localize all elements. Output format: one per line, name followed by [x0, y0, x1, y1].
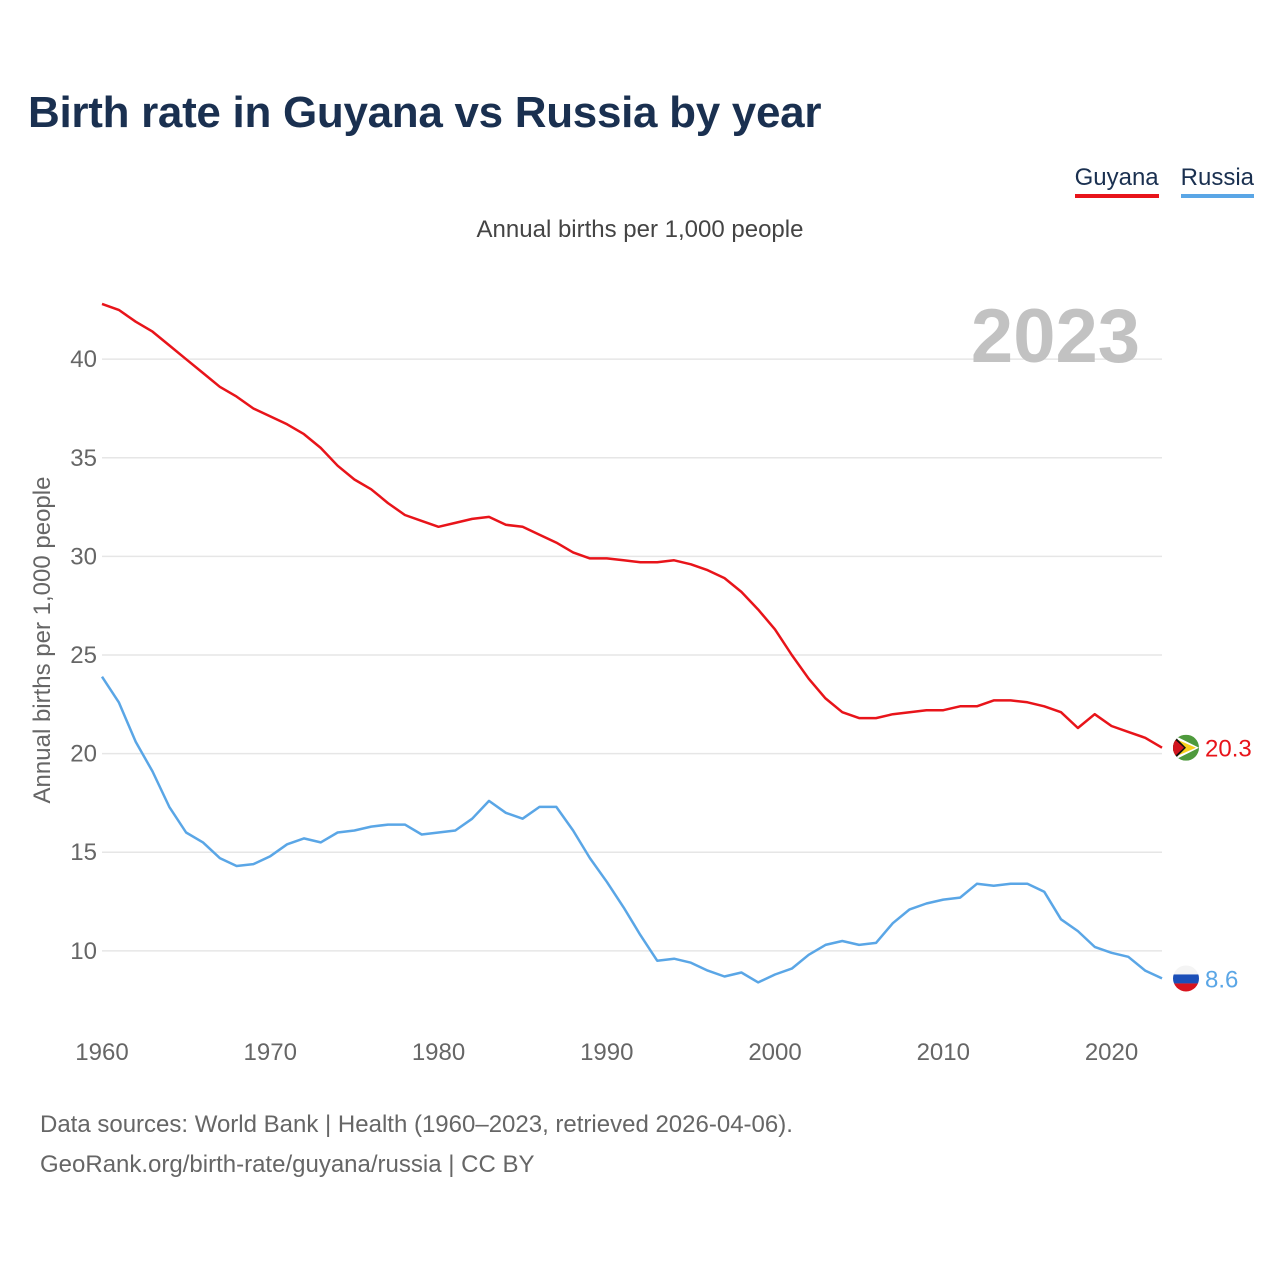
footer-link[interactable]: GeoRank.org/birth-rate/guyana/russia | C… — [40, 1151, 535, 1178]
series-line-russia — [100, 676, 1163, 984]
footer-sources: Data sources: World Bank | Health (1960–… — [40, 1111, 793, 1138]
series-line-guyana — [101, 302, 1163, 749]
legend-item-guyana[interactable]: Guyana — [1074, 164, 1159, 198]
year-watermark: 2023 — [971, 294, 1140, 379]
y-tick-label-30: 30 — [70, 543, 97, 570]
x-axis-ticks: 1960 1970 1980 1990 2000 2010 2020 — [75, 1039, 1138, 1066]
y-tick-label-35: 35 — [70, 445, 97, 472]
y-tick-label-20: 20 — [70, 741, 97, 768]
guyana-end-label: 20.3 — [1205, 736, 1252, 763]
guyana-flag-icon — [1173, 734, 1199, 761]
legend: Guyana Russia — [1074, 164, 1254, 198]
legend-item-russia[interactable]: Russia — [1180, 164, 1254, 198]
x-tick-label-1980: 1980 — [412, 1039, 465, 1066]
chart-subtitle: Annual births per 1,000 people — [476, 216, 804, 243]
y-axis-label: Annual births per 1,000 people — [29, 477, 56, 804]
footer: Data sources: World Bank | Health (1960–… — [40, 1105, 793, 1185]
gridlines — [102, 358, 1162, 952]
russia-end-label: 8.6 — [1205, 966, 1238, 993]
x-tick-label-1990: 1990 — [580, 1039, 633, 1066]
x-tick-label-2020: 2020 — [1085, 1039, 1138, 1066]
russia-flag-icon — [1173, 965, 1199, 992]
y-axis-ticks: 10 15 20 25 30 35 40 — [70, 346, 97, 965]
y-tick-label-40: 40 — [70, 346, 97, 373]
series-layer — [100, 302, 1163, 984]
end-markers — [1173, 734, 1199, 992]
x-tick-label-2010: 2010 — [917, 1039, 970, 1066]
x-tick-label-2000: 2000 — [748, 1039, 801, 1066]
chart-title: Birth rate in Guyana vs Russia by year — [28, 88, 822, 137]
y-tick-label-15: 15 — [70, 839, 97, 866]
x-tick-label-1960: 1960 — [75, 1039, 128, 1066]
y-tick-label-10: 10 — [70, 938, 97, 965]
y-tick-label-25: 25 — [70, 642, 97, 669]
x-tick-label-1970: 1970 — [244, 1039, 297, 1066]
